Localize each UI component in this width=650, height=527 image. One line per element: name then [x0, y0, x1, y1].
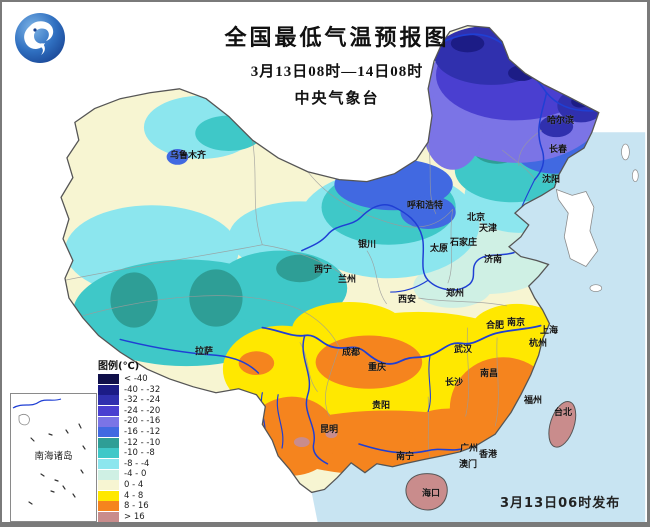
- legend-items: < -40 -40 - -32 -32 - -24 -24 - -20 -20 - -1…: [98, 374, 188, 522]
- page-title: 全国最低气温预报图: [224, 25, 450, 50]
- legend-swatch: [98, 501, 119, 512]
- legend-label: < -40: [124, 374, 148, 385]
- legend-item: < -40: [98, 374, 188, 385]
- city-label: 合肥: [486, 321, 505, 331]
- city-label: 哈尔滨: [547, 116, 575, 126]
- city-label: 成都: [342, 348, 361, 358]
- legend-label: > 16: [124, 511, 145, 522]
- china-border: [60, 25, 600, 494]
- city-label: 天津: [479, 224, 498, 234]
- city-label: 香港: [479, 450, 498, 460]
- city-label: 福州: [524, 396, 543, 406]
- legend-swatch: [98, 448, 119, 459]
- legend-label: 8 - 16: [124, 501, 149, 512]
- city-label: 长沙: [445, 378, 464, 388]
- legend-item: -32 - -24: [98, 395, 188, 406]
- legend-item: -8 - -4: [98, 459, 188, 470]
- legend-label: -12 - -10: [124, 437, 161, 448]
- legend-swatch: [98, 437, 119, 448]
- taiwan-island: [548, 401, 577, 448]
- city-label: 济南: [484, 255, 503, 265]
- city-label: 海口: [422, 489, 441, 499]
- legend-swatch: [98, 512, 119, 522]
- legend-item: 0 - 4: [98, 480, 188, 491]
- city-label: 昆明: [320, 425, 339, 435]
- legend-label: -20 - -16: [124, 416, 161, 427]
- legend-item: -16 - -12: [98, 427, 188, 438]
- legend-swatch: [98, 480, 119, 491]
- province-boundaries: [64, 129, 542, 458]
- legend-item: -40 - -32: [98, 384, 188, 396]
- city-label: 乌鲁木齐: [170, 151, 207, 161]
- legend-swatch: [98, 490, 119, 501]
- city-label: 拉萨: [195, 347, 214, 357]
- legend-swatch: [98, 469, 119, 480]
- legend-item: -4 - 0: [98, 469, 188, 480]
- city-label: 南昌: [480, 369, 499, 379]
- city-label: 广州: [460, 444, 479, 454]
- inset-south-china-sea: 南海诸岛: [10, 393, 97, 522]
- legend-swatch: [98, 427, 119, 438]
- legend-label: -8 - -4: [124, 458, 150, 469]
- legend-item: 4 - 8: [98, 490, 188, 502]
- city-label: 南京: [507, 318, 526, 328]
- issued-time: 3月13日06时发布: [500, 496, 621, 511]
- city-label: 武汉: [454, 345, 473, 355]
- legend-item: -10 - -8: [98, 448, 188, 459]
- legend-swatch: [98, 416, 119, 427]
- legend-item: -12 - -10: [98, 437, 188, 449]
- legend-label: -4 - 0: [124, 469, 147, 480]
- legend-item: -24 - -20: [98, 406, 188, 417]
- legend-label: -32 - -24: [124, 395, 161, 406]
- city-label: 呼和浩特: [407, 201, 444, 211]
- city-label: 兰州: [338, 275, 357, 285]
- legend-label: -16 - -12: [124, 427, 161, 438]
- legend-label: -40 - -32: [124, 384, 161, 395]
- cma-logo-icon: [15, 13, 65, 63]
- legend-label: -10 - -8: [124, 448, 155, 459]
- offshore-islands: [589, 143, 639, 292]
- city-label: 银川: [358, 240, 377, 250]
- city-label: 太原: [430, 244, 449, 254]
- agency-name: 中央气象台: [294, 91, 380, 107]
- city-label: 西宁: [314, 265, 333, 275]
- city-label: 重庆: [368, 363, 387, 373]
- city-label: 上海: [540, 326, 559, 336]
- legend-item: -20 - -16: [98, 416, 188, 427]
- legend-item: > 16: [98, 511, 188, 522]
- legend-swatch: [98, 384, 119, 395]
- legend-item: 8 - 16: [98, 501, 188, 512]
- legend-swatch: [98, 395, 119, 406]
- city-label: 石家庄: [450, 238, 478, 248]
- temperature-legend: 图例(℃) < -40 -40 - -32 -32 - -24 -24 - -20 -2…: [98, 357, 188, 522]
- hainan-island: [405, 473, 448, 511]
- legend-label: 0 - 4: [124, 479, 144, 490]
- title-block: 全国最低气温预报图 3月13日08时—14日08时 中央气象台: [172, 20, 502, 108]
- inset-islands-graphic: [12, 398, 86, 505]
- city-label: 澳门: [459, 460, 478, 470]
- legend-title: 图例(℃): [98, 361, 140, 372]
- city-label: 长春: [549, 145, 568, 155]
- city-label: 郑州: [446, 289, 465, 299]
- korea-landmass: [555, 188, 599, 267]
- city-label: 南宁: [396, 452, 415, 462]
- legend-label: -24 - -20: [124, 405, 161, 416]
- city-label: 台北: [554, 408, 573, 418]
- city-label: 贵阳: [372, 401, 391, 411]
- legend-label: 4 - 8: [124, 490, 144, 501]
- legend-swatch: [98, 459, 119, 470]
- legend-swatch: [98, 374, 119, 385]
- china-temperature-map: [60, 25, 646, 522]
- city-label: 沈阳: [542, 175, 561, 185]
- city-label: 西安: [398, 295, 417, 305]
- forecast-period: 3月13日08时—14日08时: [250, 64, 424, 80]
- inset-label: 南海诸岛: [34, 450, 73, 462]
- city-label: 北京: [467, 213, 486, 223]
- city-label: 杭州: [529, 339, 548, 349]
- legend-swatch: [98, 406, 119, 417]
